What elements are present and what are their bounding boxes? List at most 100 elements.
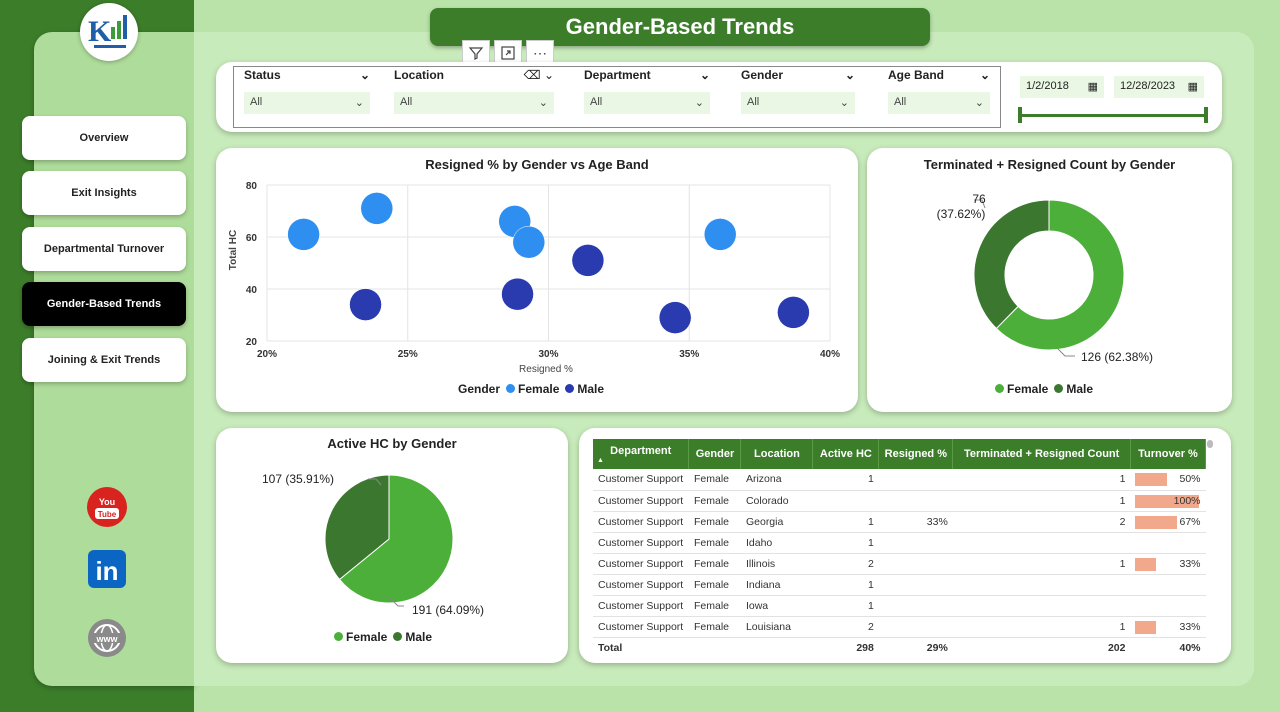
col-active-hc[interactable]: Active HC [812,439,880,469]
cell-location: Indiana [740,574,813,596]
female-point [287,218,320,251]
cell-turnover: 33% [1130,616,1206,638]
nav-joining-exit-trends[interactable]: Joining & Exit Trends [22,338,186,382]
sort-ascending-icon: ▲ [597,456,604,464]
cell-term-res [952,574,1131,596]
total-label: Total [593,636,689,651]
eraser-icon[interactable]: ⌫ ⌄ [523,68,554,82]
chevron-down-icon[interactable]: ⌄ [979,68,990,82]
chevron-down-icon[interactable]: ⌄ [359,68,370,82]
female-data-label: 126 (62.38%) [1081,350,1153,364]
col-turnover-pct[interactable]: Turnover % [1130,439,1206,469]
nav-departmental-turnover[interactable]: Departmental Turnover [22,227,186,271]
cell-term-res: 1 [952,616,1131,638]
col-terminated-resigned[interactable]: Terminated + Resigned Count [952,439,1131,469]
cell-resigned [878,616,953,638]
cell-department: Customer Support [593,595,689,617]
table-row[interactable]: Customer Support Female Arizona 1 1 50% [593,469,1206,491]
cell-term-res: 2 [952,511,1131,533]
turnover-value: 67% [1179,515,1201,528]
nav-overview[interactable]: Overview [22,116,186,160]
donut-chart-title: Terminated + Resigned Count by Gender [923,157,1176,172]
table-row[interactable]: Customer Support Female Georgia 1 33% 2 67% [593,511,1206,533]
col-location[interactable]: Location [740,439,814,469]
slider-handle-end[interactable] [1204,107,1208,123]
turnover-value: 50% [1179,473,1201,486]
filter-icon[interactable] [462,40,490,66]
x-tick-label: 20% [257,349,277,360]
location-slicer[interactable]: Location ⌫ ⌄ All ⌄ [394,68,554,114]
y-tick-label: 40 [246,285,258,296]
gender-dropdown[interactable]: All ⌄ [741,92,855,114]
slider-handle-start[interactable] [1018,107,1022,123]
male-point [571,244,605,277]
scrollbar[interactable] [1207,440,1213,448]
calendar-icon[interactable]: ▦ [1187,81,1198,93]
y-axis-label: Total HC [228,230,239,270]
table-row[interactable]: Customer Support Female Colorado 1 100% [593,490,1206,512]
cell-gender: Female [688,553,741,575]
female-point [703,218,737,251]
male-data-label-pct: (37.62%) [937,207,986,221]
data-table-wrapper[interactable]: Department ▲ Gender Location Active HC Re… [593,439,1206,651]
filter-panel: Status ⌄ All ⌄ Location ⌫ ⌄ All ⌄ Department… [216,62,1222,132]
linkedin-icon[interactable]: in [86,548,128,590]
status-label: Status [244,68,281,82]
location-dropdown[interactable]: All ⌄ [394,92,554,114]
turnover-bar [1134,515,1178,529]
table-row[interactable]: Customer Support Female Iowa 1 [593,595,1206,617]
chevron-down-icon[interactable]: ⌄ [844,68,855,82]
turnover-bar [1134,473,1167,486]
chevron-down-icon: ⌄ [538,97,548,109]
legend-female[interactable]: Female [334,630,387,644]
chevron-down-icon: ⌄ [974,97,984,109]
cell-department: Customer Support [593,490,689,512]
turnover-value: 100% [1173,494,1201,507]
table-row[interactable]: Customer Support Female Louisiana 2 1 33% [593,616,1206,638]
legend-male[interactable]: Male [1054,382,1093,396]
cell-department: Customer Support [593,616,689,638]
date-range-slider[interactable] [1020,114,1206,117]
table-row[interactable]: Customer Support Female Idaho 1 [593,532,1206,554]
scatter-legend: Gender Female Male [458,382,604,396]
svg-text:Tube: Tube [98,510,117,519]
more-options-icon[interactable]: ⋯ [526,40,554,66]
status-slicer[interactable]: Status ⌄ All ⌄ [244,68,370,114]
col-gender[interactable]: Gender [688,439,742,469]
department-slicer[interactable]: Department ⌄ All ⌄ [584,68,710,114]
nav-exit-insights[interactable]: Exit Insights [22,171,186,215]
age-band-dropdown[interactable]: All ⌄ [888,92,990,114]
svg-text:K: K [88,15,112,48]
age-band-slicer[interactable]: Age Band ⌄ All ⌄ [888,68,990,114]
pie-chart: 107 (35.91%) 191 (64.09%) [262,472,484,617]
cell-term-res: 1 [952,490,1131,512]
total-term-res: 202 [952,636,1131,651]
legend-female[interactable]: Female [995,382,1048,396]
cell-turnover: 50% [1130,469,1206,491]
calendar-icon[interactable]: ▦ [1087,81,1098,93]
col-department[interactable]: Department ▲ [593,439,690,469]
youtube-icon[interactable]: You Tube [86,486,128,528]
gender-slicer[interactable]: Gender ⌄ All ⌄ [741,68,855,114]
female-point [512,225,546,259]
y-tick-label: 80 [246,181,258,192]
table-card: Department ▲ Gender Location Active HC Re… [579,428,1231,663]
table-row[interactable]: Customer Support Female Illinois 2 1 33% [593,553,1206,575]
website-icon[interactable]: www [86,617,128,659]
end-date-input[interactable]: 12/28/2023 ▦ [1114,76,1204,98]
col-resigned-pct[interactable]: Resigned % [878,439,954,469]
legend-male[interactable]: Male [565,382,604,396]
status-dropdown[interactable]: All ⌄ [244,92,370,114]
chevron-down-icon[interactable]: ⌄ [699,68,710,82]
legend-female[interactable]: Female [506,382,559,396]
table-row[interactable]: Customer Support Female Indiana 1 [593,574,1206,596]
legend-male[interactable]: Male [393,630,432,644]
nav-gender-based-trends[interactable]: Gender-Based Trends [22,282,186,326]
focus-mode-icon[interactable] [494,40,522,66]
chevron-down-icon: ⌄ [839,97,849,109]
start-date-input[interactable]: 1/2/2018 ▦ [1020,76,1104,98]
cell-active-hc: 1 [812,469,879,491]
cell-department: Customer Support [593,469,689,491]
x-axis-label: Resigned % [519,364,573,375]
department-dropdown[interactable]: All ⌄ [584,92,710,114]
